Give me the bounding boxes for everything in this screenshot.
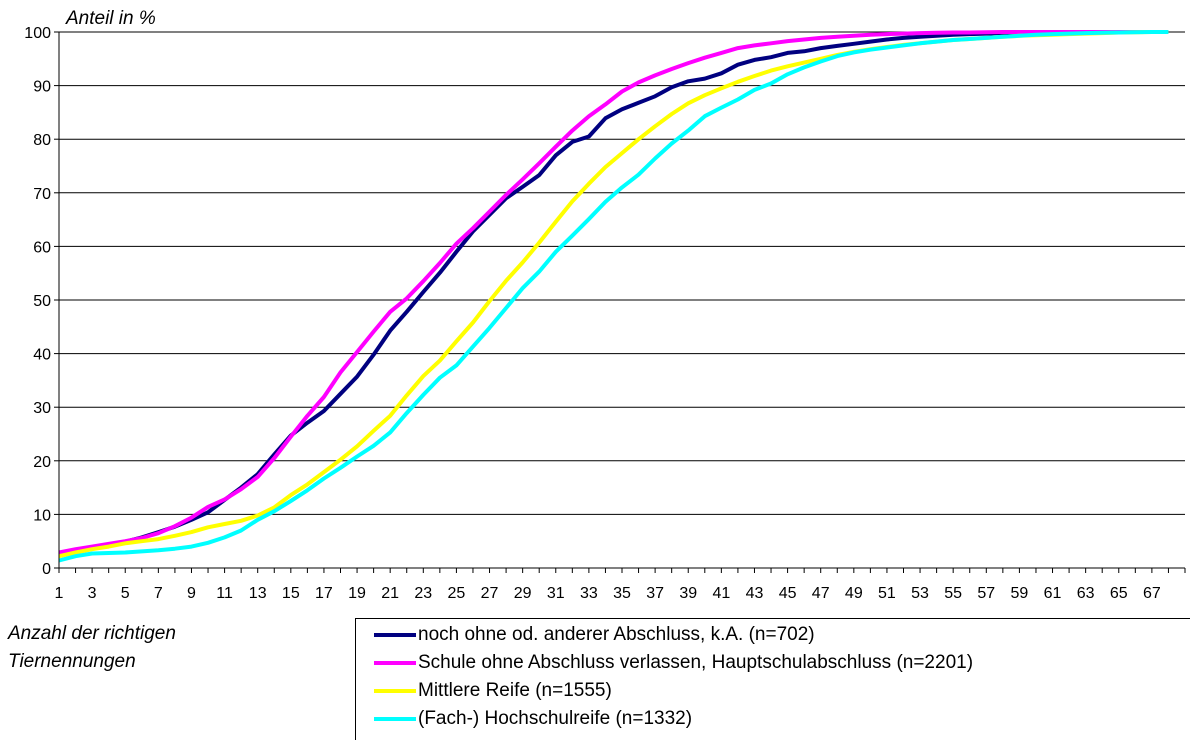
x-axis-label: Anzahl der richtigen Tiernennungen	[8, 623, 176, 672]
x-tick-label-57: 57	[977, 585, 995, 602]
x-axis-ticks: 1 3 5 7 9 11 13 15 17 19 21 23 25 27 29 31 33 35 37 39 41 43 4…	[55, 568, 1186, 602]
x-tick-label-65: 65	[1110, 585, 1128, 602]
y-tick-label-20: 20	[33, 454, 51, 471]
y-tick-label-90: 90	[33, 79, 51, 96]
x-tick-label-49: 49	[845, 585, 863, 602]
x-tick-label-61: 61	[1044, 585, 1062, 602]
y-tick-label-80: 80	[33, 132, 51, 149]
x-tick-label-15: 15	[282, 585, 300, 602]
x-tick-label-33: 33	[580, 585, 598, 602]
x-tick-label-25: 25	[448, 585, 466, 602]
legend: noch ohne od. anderer Abschluss, k.A. (n…	[355, 618, 1190, 740]
x-tick-label-23: 23	[414, 585, 432, 602]
y-tick-label-100: 100	[24, 25, 51, 42]
x-tick-label-29: 29	[514, 585, 532, 602]
x-tick-label-27: 27	[481, 585, 499, 602]
series-line-2	[58, 30, 1169, 555]
y-axis-ticks: 0 10 20 30 40 50 60 70 80 90 100	[24, 25, 59, 578]
x-tick-label-7: 7	[154, 585, 163, 602]
x-tick-label-47: 47	[812, 585, 830, 602]
x-tick-label-9: 9	[187, 585, 196, 602]
y-tick-label-0: 0	[42, 561, 51, 578]
series-lines	[58, 30, 1169, 563]
x-tick-label-5: 5	[121, 585, 130, 602]
x-tick-label-67: 67	[1143, 585, 1161, 602]
legend-item-series-1: noch ohne od. anderer Abschluss, k.A. (n…	[374, 621, 815, 649]
legend-swatch-series-4	[374, 717, 416, 721]
y-tick-label-50: 50	[33, 293, 51, 310]
legend-label-series-3: Mittlere Reife (n=1555)	[418, 680, 612, 701]
x-tick-label-55: 55	[944, 585, 962, 602]
x-tick-label-13: 13	[249, 585, 267, 602]
x-tick-label-17: 17	[315, 585, 333, 602]
series-line-4	[58, 30, 1169, 563]
y-axis-label: Anteil in %	[66, 8, 156, 29]
legend-label-series-2: Schule ohne Abschluss verlassen, Hauptsc…	[418, 652, 974, 673]
y-tick-label-10: 10	[33, 507, 51, 524]
legend-swatch-series-3	[374, 689, 416, 693]
x-tick-label-37: 37	[646, 585, 664, 602]
x-tick-label-59: 59	[1011, 585, 1029, 602]
legend-swatch-series-2	[374, 661, 416, 665]
x-tick-label-41: 41	[712, 585, 730, 602]
legend-item-series-2: Schule ohne Abschluss verlassen, Hauptsc…	[374, 649, 974, 677]
y-tick-label-70: 70	[33, 186, 51, 203]
x-tick-label-35: 35	[613, 585, 631, 602]
x-tick-label-21: 21	[381, 585, 399, 602]
legend-swatch-series-1	[374, 633, 416, 637]
x-tick-label-1: 1	[55, 585, 64, 602]
series-line-1	[58, 30, 1169, 555]
legend-label-series-1: noch ohne od. anderer Abschluss, k.A. (n…	[418, 624, 815, 645]
legend-item-series-4: (Fach-) Hochschulreife (n=1332)	[374, 705, 693, 733]
x-tick-label-63: 63	[1077, 585, 1095, 602]
legend-item-series-3: Mittlere Reife (n=1555)	[374, 677, 612, 705]
series-line-3	[58, 30, 1169, 559]
x-tick-label-11: 11	[216, 585, 233, 602]
x-tick-label-51: 51	[878, 585, 896, 602]
grid-lines	[59, 31, 1185, 515]
legend-label-series-4: (Fach-) Hochschulreife (n=1332)	[418, 708, 693, 729]
x-tick-label-39: 39	[679, 585, 697, 602]
axes	[58, 32, 1185, 569]
x-tick-label-53: 53	[911, 585, 929, 602]
x-tick-label-45: 45	[779, 585, 797, 602]
y-tick-label-60: 60	[33, 239, 51, 256]
y-tick-label-30: 30	[33, 400, 51, 417]
x-tick-label-19: 19	[348, 585, 366, 602]
x-tick-label-31: 31	[547, 585, 565, 602]
x-tick-label-43: 43	[746, 585, 764, 602]
x-tick-label-3: 3	[88, 585, 97, 602]
y-tick-label-40: 40	[33, 347, 51, 364]
